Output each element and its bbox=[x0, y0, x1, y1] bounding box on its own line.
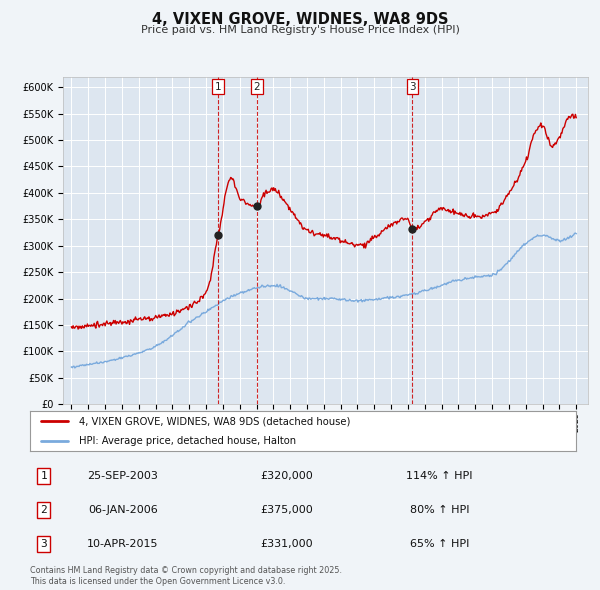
Text: 06-JAN-2006: 06-JAN-2006 bbox=[88, 505, 158, 515]
Text: HPI: Average price, detached house, Halton: HPI: Average price, detached house, Halt… bbox=[79, 437, 296, 446]
Text: £375,000: £375,000 bbox=[260, 505, 313, 515]
Text: Contains HM Land Registry data © Crown copyright and database right 2025.
This d: Contains HM Land Registry data © Crown c… bbox=[30, 566, 342, 586]
Text: 114% ↑ HPI: 114% ↑ HPI bbox=[406, 471, 473, 481]
Text: 1: 1 bbox=[40, 471, 47, 481]
Text: 1: 1 bbox=[215, 81, 221, 91]
Text: 2: 2 bbox=[40, 505, 47, 515]
Text: £320,000: £320,000 bbox=[260, 471, 313, 481]
Text: 4, VIXEN GROVE, WIDNES, WA8 9DS (detached house): 4, VIXEN GROVE, WIDNES, WA8 9DS (detache… bbox=[79, 417, 350, 426]
Text: 2: 2 bbox=[254, 81, 260, 91]
Text: 3: 3 bbox=[409, 81, 416, 91]
Text: Price paid vs. HM Land Registry's House Price Index (HPI): Price paid vs. HM Land Registry's House … bbox=[140, 25, 460, 35]
Text: 25-SEP-2003: 25-SEP-2003 bbox=[88, 471, 158, 481]
Text: 80% ↑ HPI: 80% ↑ HPI bbox=[410, 505, 469, 515]
Text: 65% ↑ HPI: 65% ↑ HPI bbox=[410, 539, 469, 549]
Text: 3: 3 bbox=[40, 539, 47, 549]
Text: £331,000: £331,000 bbox=[260, 539, 313, 549]
Text: 4, VIXEN GROVE, WIDNES, WA8 9DS: 4, VIXEN GROVE, WIDNES, WA8 9DS bbox=[152, 12, 448, 27]
Text: 10-APR-2015: 10-APR-2015 bbox=[87, 539, 158, 549]
